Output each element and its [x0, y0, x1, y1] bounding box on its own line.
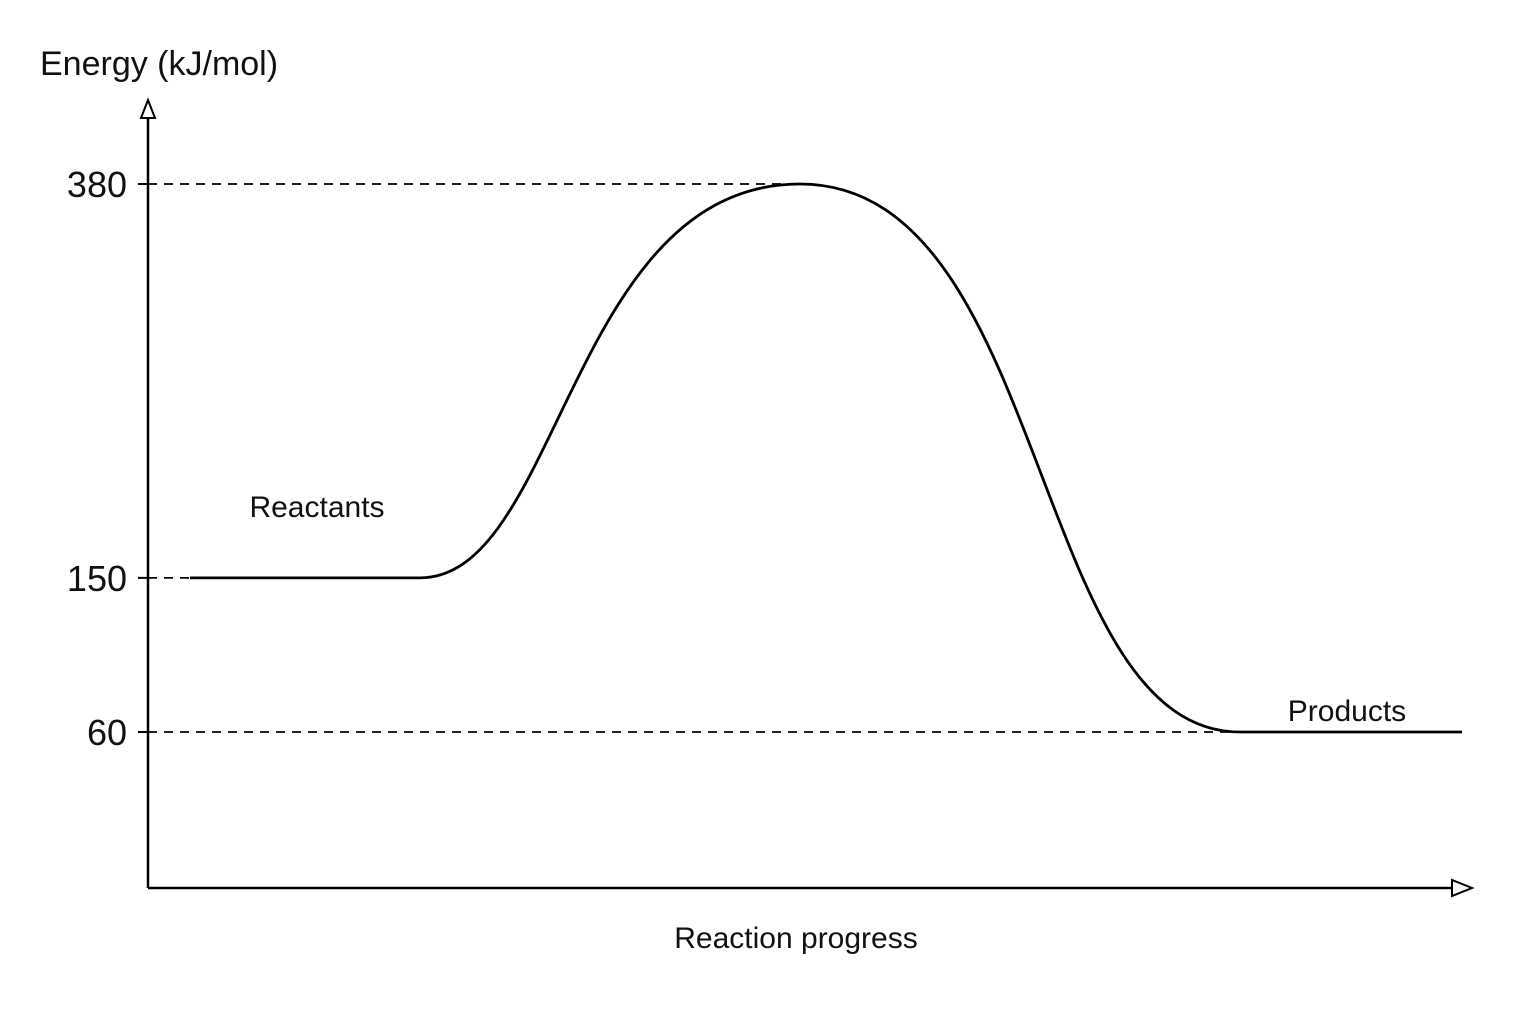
curve-layer: [190, 182, 1462, 734]
y-axis-arrow: [139, 97, 157, 119]
products-label: Products: [1288, 695, 1406, 728]
reference-lines-layer: [148, 183, 1240, 733]
energy-profile-line: [190, 182, 1462, 734]
text-layer: Energy (kJ/mol) Reaction progress Reacta…: [40, 45, 1406, 955]
x-axis-title: Reaction progress: [674, 922, 917, 955]
y-axis-title: Energy (kJ/mol): [40, 45, 278, 83]
y-tick-label-60: 60: [87, 712, 127, 753]
y-tick-label-150: 150: [67, 558, 127, 599]
y-tick-label-380: 380: [67, 164, 127, 205]
reactants-label: Reactants: [249, 491, 384, 524]
axes-layer: [138, 97, 1475, 898]
x-axis-arrow: [1451, 878, 1475, 898]
